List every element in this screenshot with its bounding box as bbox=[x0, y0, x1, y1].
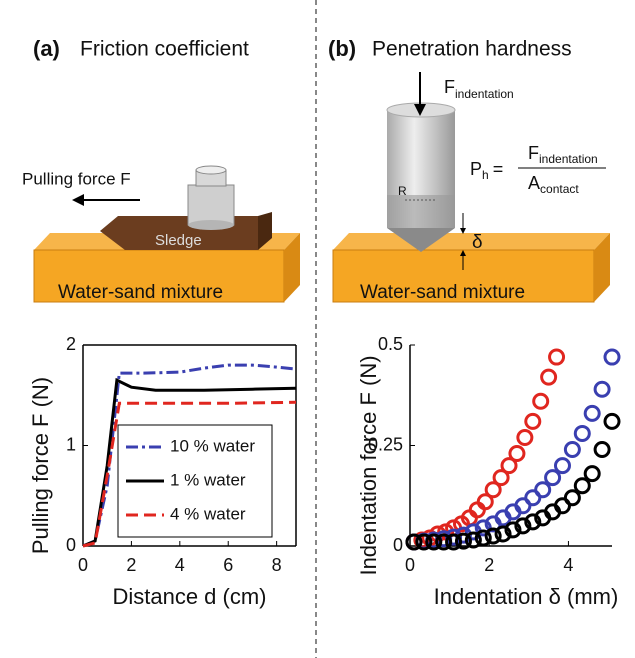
x-tick-label: 2 bbox=[126, 555, 136, 575]
x-tick-label: 4 bbox=[563, 555, 573, 575]
point bbox=[534, 394, 548, 408]
y-axis-label: Pulling force F (N) bbox=[28, 377, 53, 554]
point bbox=[555, 459, 569, 473]
point bbox=[595, 443, 609, 457]
y-tick-label: 2 bbox=[66, 334, 76, 354]
panel-title: Friction coefficient bbox=[80, 38, 249, 61]
point bbox=[585, 467, 599, 481]
weight-top bbox=[196, 166, 226, 174]
y-tick-label: 0 bbox=[66, 535, 76, 555]
point bbox=[470, 503, 484, 517]
point bbox=[605, 350, 619, 364]
point bbox=[536, 483, 550, 497]
x-tick-label: 6 bbox=[223, 555, 233, 575]
point bbox=[585, 406, 599, 420]
point bbox=[550, 350, 564, 364]
subscript: indentation bbox=[455, 87, 514, 101]
depth-label: δ bbox=[472, 232, 483, 253]
x-tick-label: 8 bbox=[272, 555, 282, 575]
point bbox=[575, 479, 589, 493]
x-tick-label: 0 bbox=[405, 555, 415, 575]
symbol: P bbox=[470, 159, 482, 179]
figure: (a) Friction coefficient Pulling force F… bbox=[0, 0, 635, 658]
x-axis-label: Distance d (cm) bbox=[112, 584, 266, 609]
subscript: contact bbox=[540, 182, 579, 196]
subscript: h bbox=[482, 168, 489, 182]
legend-label: 4 % water bbox=[170, 504, 246, 523]
point bbox=[510, 447, 524, 461]
weight bbox=[188, 185, 234, 225]
radius-label: R bbox=[398, 184, 407, 198]
equals: = bbox=[493, 159, 504, 179]
weight-base bbox=[188, 220, 234, 230]
point bbox=[565, 443, 579, 457]
symbol: A bbox=[528, 173, 540, 193]
point bbox=[526, 414, 540, 428]
point bbox=[605, 414, 619, 428]
point bbox=[546, 471, 560, 485]
x-axis-label: Indentation δ (mm) bbox=[434, 584, 619, 609]
panel-label: (a) bbox=[33, 36, 60, 61]
formula-lhs: Ph = bbox=[470, 159, 503, 182]
force-symbol: Findentation bbox=[444, 77, 514, 101]
point bbox=[518, 430, 532, 444]
symbol: F bbox=[444, 77, 455, 97]
subscript: indentation bbox=[539, 152, 598, 166]
sledge-label: Sledge bbox=[155, 232, 202, 249]
point bbox=[542, 370, 556, 384]
point bbox=[565, 491, 579, 505]
x-tick-label: 4 bbox=[175, 555, 185, 575]
point bbox=[575, 426, 589, 440]
legend-label: 1 % water bbox=[170, 470, 246, 489]
force-label: Pulling force F bbox=[22, 169, 131, 188]
numerator: Findentation bbox=[528, 143, 598, 166]
point bbox=[595, 382, 609, 396]
arrow-head bbox=[72, 194, 84, 206]
mixture-label: Water-sand mixture bbox=[360, 282, 525, 303]
panel-title: Penetration hardness bbox=[372, 38, 572, 61]
y-tick-label: 0 bbox=[393, 535, 403, 555]
y-tick-label: 0.5 bbox=[378, 334, 403, 354]
legend-label: 10 % water bbox=[170, 436, 255, 455]
x-tick-label: 2 bbox=[484, 555, 494, 575]
x-tick-label: 0 bbox=[78, 555, 88, 575]
y-tick-label: 1 bbox=[66, 434, 76, 454]
mixture-label: Water-sand mixture bbox=[58, 282, 223, 303]
y-axis-label: Indentation force F (N) bbox=[356, 355, 381, 575]
denominator: Acontact bbox=[528, 173, 579, 196]
symbol: F bbox=[528, 143, 539, 163]
panel-label: (b) bbox=[328, 36, 356, 61]
